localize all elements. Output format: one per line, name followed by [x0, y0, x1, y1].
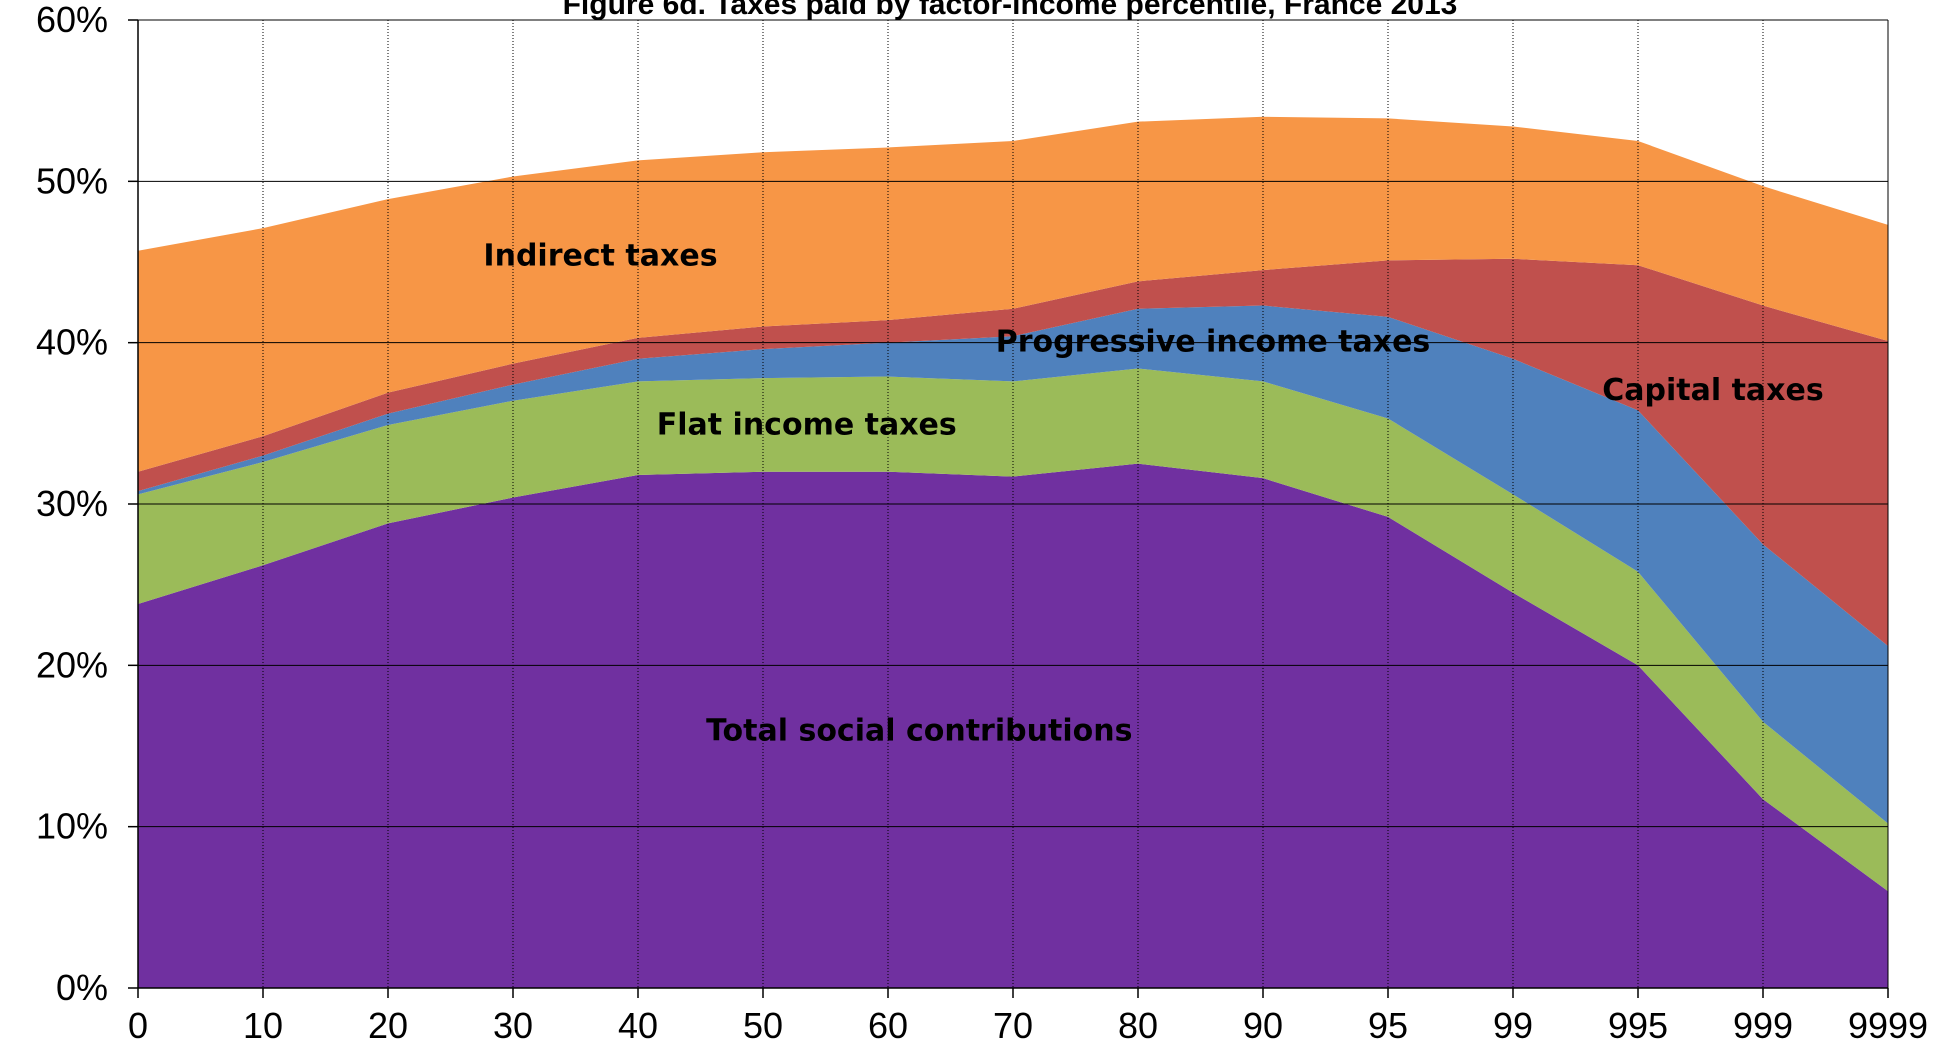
x-tick-label: 0 [128, 1005, 148, 1046]
x-tick-label: 20 [368, 1005, 408, 1046]
x-tick-label: 30 [493, 1005, 533, 1046]
area-indirect-taxes [138, 116, 1888, 472]
series-label-capital-taxes: Capital taxes [1602, 373, 1823, 408]
y-tick-label: 50% [36, 160, 108, 201]
x-tick-label: 40 [618, 1005, 658, 1046]
y-tick-label: 20% [36, 644, 108, 685]
x-tick-label: 95 [1368, 1005, 1408, 1046]
series-label-total-social-contributions: Total social contributions [706, 713, 1132, 748]
series-label-indirect-taxes: Indirect taxes [483, 238, 717, 273]
area-flat-income-taxes [138, 368, 1888, 892]
y-tick-label: 60% [36, 0, 108, 40]
y-tick-label: 40% [36, 322, 108, 363]
x-tick-label: 90 [1243, 1005, 1283, 1046]
axes-layer: 0% 10% 20% 30% 40% 50% 60% 0 10 20 30 40 50 60 70 80 90 9… [36, 0, 1928, 1046]
x-tick-label: 50 [743, 1005, 783, 1046]
y-tick-label: 10% [36, 806, 108, 847]
x-tick-label: 10 [243, 1005, 283, 1046]
area-capital-taxes [138, 258, 1888, 646]
area-progressive-income-taxes [138, 305, 1888, 824]
series-label-layer: Total social contributions Flat income ta… [483, 238, 1823, 748]
x-tick-label: 80 [1118, 1005, 1158, 1046]
series-label-progressive-income-taxes: Progressive income taxes [996, 325, 1431, 360]
chart-title: Figure 6d. Taxes paid by factor-income p… [563, 0, 1458, 21]
x-tick-label: 999 [1733, 1005, 1793, 1046]
x-tick-label: 99 [1493, 1005, 1533, 1046]
x-tick-label: 60 [868, 1005, 908, 1046]
grid-layer [138, 19, 1889, 988]
series-label-flat-income-taxes: Flat income taxes [657, 408, 957, 443]
y-tick-label: 0% [56, 967, 108, 1008]
y-tick-label: 30% [36, 483, 108, 524]
x-tick-label: 70 [993, 1005, 1033, 1046]
x-tick-label: 9999 [1848, 1005, 1928, 1046]
x-tick-label: 995 [1608, 1005, 1668, 1046]
